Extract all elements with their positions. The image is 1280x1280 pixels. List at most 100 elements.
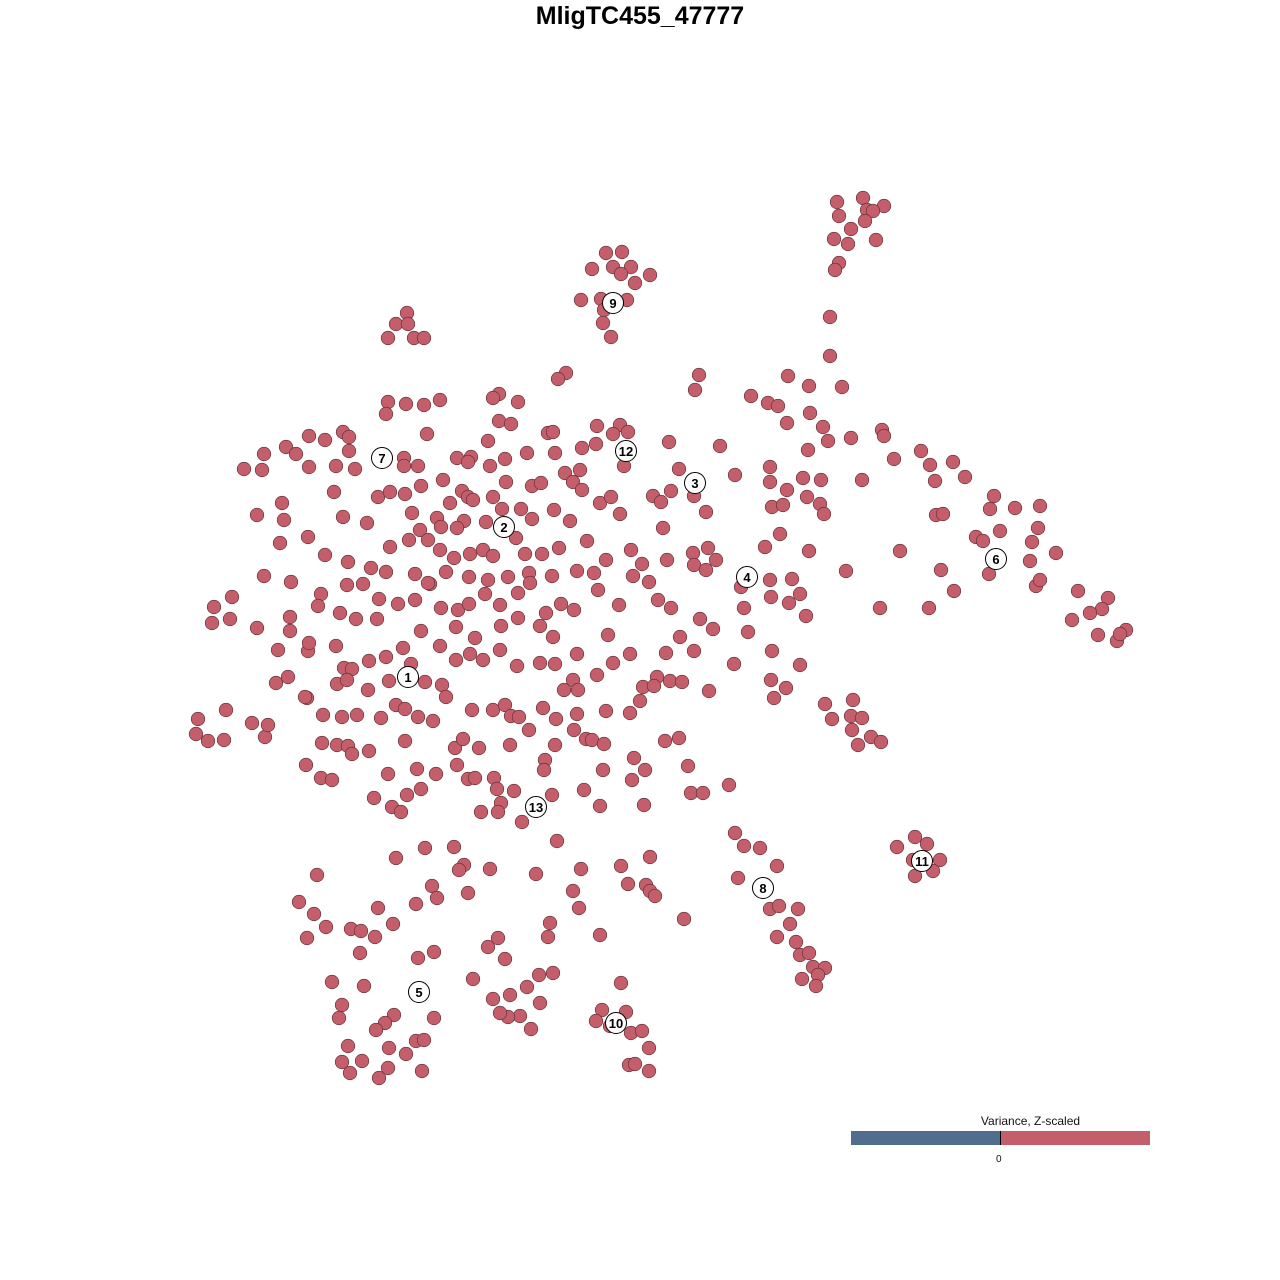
data-point — [432, 392, 448, 408]
data-point — [642, 267, 658, 283]
data-point — [410, 709, 426, 725]
data-point — [534, 546, 550, 562]
data-point — [249, 507, 265, 523]
data-point — [695, 785, 711, 801]
data-point — [623, 259, 639, 275]
data-point — [514, 814, 530, 830]
data-point — [779, 415, 795, 431]
data-point — [556, 682, 572, 698]
data-point — [613, 266, 629, 282]
cluster-label: 1 — [397, 666, 419, 688]
data-point — [490, 804, 506, 820]
data-point — [381, 1040, 397, 1056]
data-point — [334, 1054, 350, 1070]
data-point — [450, 602, 466, 618]
data-point — [576, 782, 592, 798]
data-point — [536, 762, 552, 778]
data-point — [566, 602, 582, 618]
cluster-label-badge — [985, 548, 1007, 570]
data-point — [432, 638, 448, 654]
cluster-label: 10 — [605, 1012, 627, 1034]
data-point — [298, 757, 314, 773]
data-point — [324, 974, 340, 990]
data-point — [419, 426, 435, 442]
data-point — [843, 221, 859, 237]
data-point — [1090, 627, 1106, 643]
data-point — [655, 520, 671, 536]
data-point — [922, 457, 938, 473]
data-point — [795, 470, 811, 486]
data-point — [222, 611, 238, 627]
data-point — [569, 563, 585, 579]
cluster-label: 5 — [408, 981, 430, 1003]
data-point — [510, 610, 526, 626]
data-point — [573, 292, 589, 308]
data-point — [397, 733, 413, 749]
data-point — [827, 262, 843, 278]
data-point — [769, 929, 785, 945]
data-point — [545, 965, 561, 981]
data-point — [547, 656, 563, 672]
data-point — [310, 598, 326, 614]
data-point — [589, 418, 605, 434]
cluster-label: 9 — [602, 292, 624, 314]
data-point — [727, 825, 743, 841]
data-point — [268, 675, 284, 691]
data-point — [429, 890, 445, 906]
data-point — [340, 554, 356, 570]
data-point — [354, 1053, 370, 1069]
data-point — [650, 592, 666, 608]
cluster-label: 6 — [985, 548, 1007, 570]
data-point — [726, 656, 742, 672]
data-point — [636, 797, 652, 813]
data-point — [356, 978, 372, 994]
data-point — [794, 971, 810, 987]
data-point — [378, 406, 394, 422]
data-point — [766, 690, 782, 706]
data-point — [598, 703, 614, 719]
data-point — [497, 951, 513, 967]
data-point — [982, 501, 998, 517]
data-point — [822, 309, 838, 325]
legend-colorbar — [851, 1131, 1150, 1145]
data-point — [873, 734, 889, 750]
data-point — [380, 330, 396, 346]
data-point — [573, 861, 589, 877]
data-point — [701, 683, 717, 699]
data-point — [318, 919, 334, 935]
data-point — [339, 577, 355, 593]
data-point — [491, 413, 507, 429]
data-point — [659, 552, 675, 568]
cluster-label-text: 11 — [915, 854, 929, 869]
data-point — [574, 482, 590, 498]
data-point — [545, 424, 561, 440]
data-point — [790, 901, 806, 917]
data-point — [826, 231, 842, 247]
data-point — [692, 611, 708, 627]
data-point — [868, 232, 884, 248]
chart-title: MligTC455_47777 — [535, 2, 745, 30]
data-point — [492, 597, 508, 613]
data-point — [485, 702, 501, 718]
data-point — [420, 532, 436, 548]
data-point — [380, 394, 396, 410]
data-point — [317, 547, 333, 563]
data-point — [620, 424, 636, 440]
legend-title: Variance, Z-scaled — [980, 1114, 1081, 1128]
data-point — [482, 861, 498, 877]
data-point — [838, 563, 854, 579]
data-point — [331, 1010, 347, 1026]
data-point — [642, 849, 658, 865]
data-point — [641, 574, 657, 590]
data-point — [360, 682, 376, 698]
data-point — [550, 371, 566, 387]
data-point — [829, 194, 845, 210]
cluster-label-text: 1 — [404, 670, 411, 685]
data-point — [380, 766, 396, 782]
data-point — [521, 722, 537, 738]
cluster-label: 4 — [736, 566, 758, 588]
data-point — [641, 1040, 657, 1056]
data-point — [815, 419, 831, 435]
cluster-label-badge — [615, 440, 637, 462]
data-point — [341, 443, 357, 459]
